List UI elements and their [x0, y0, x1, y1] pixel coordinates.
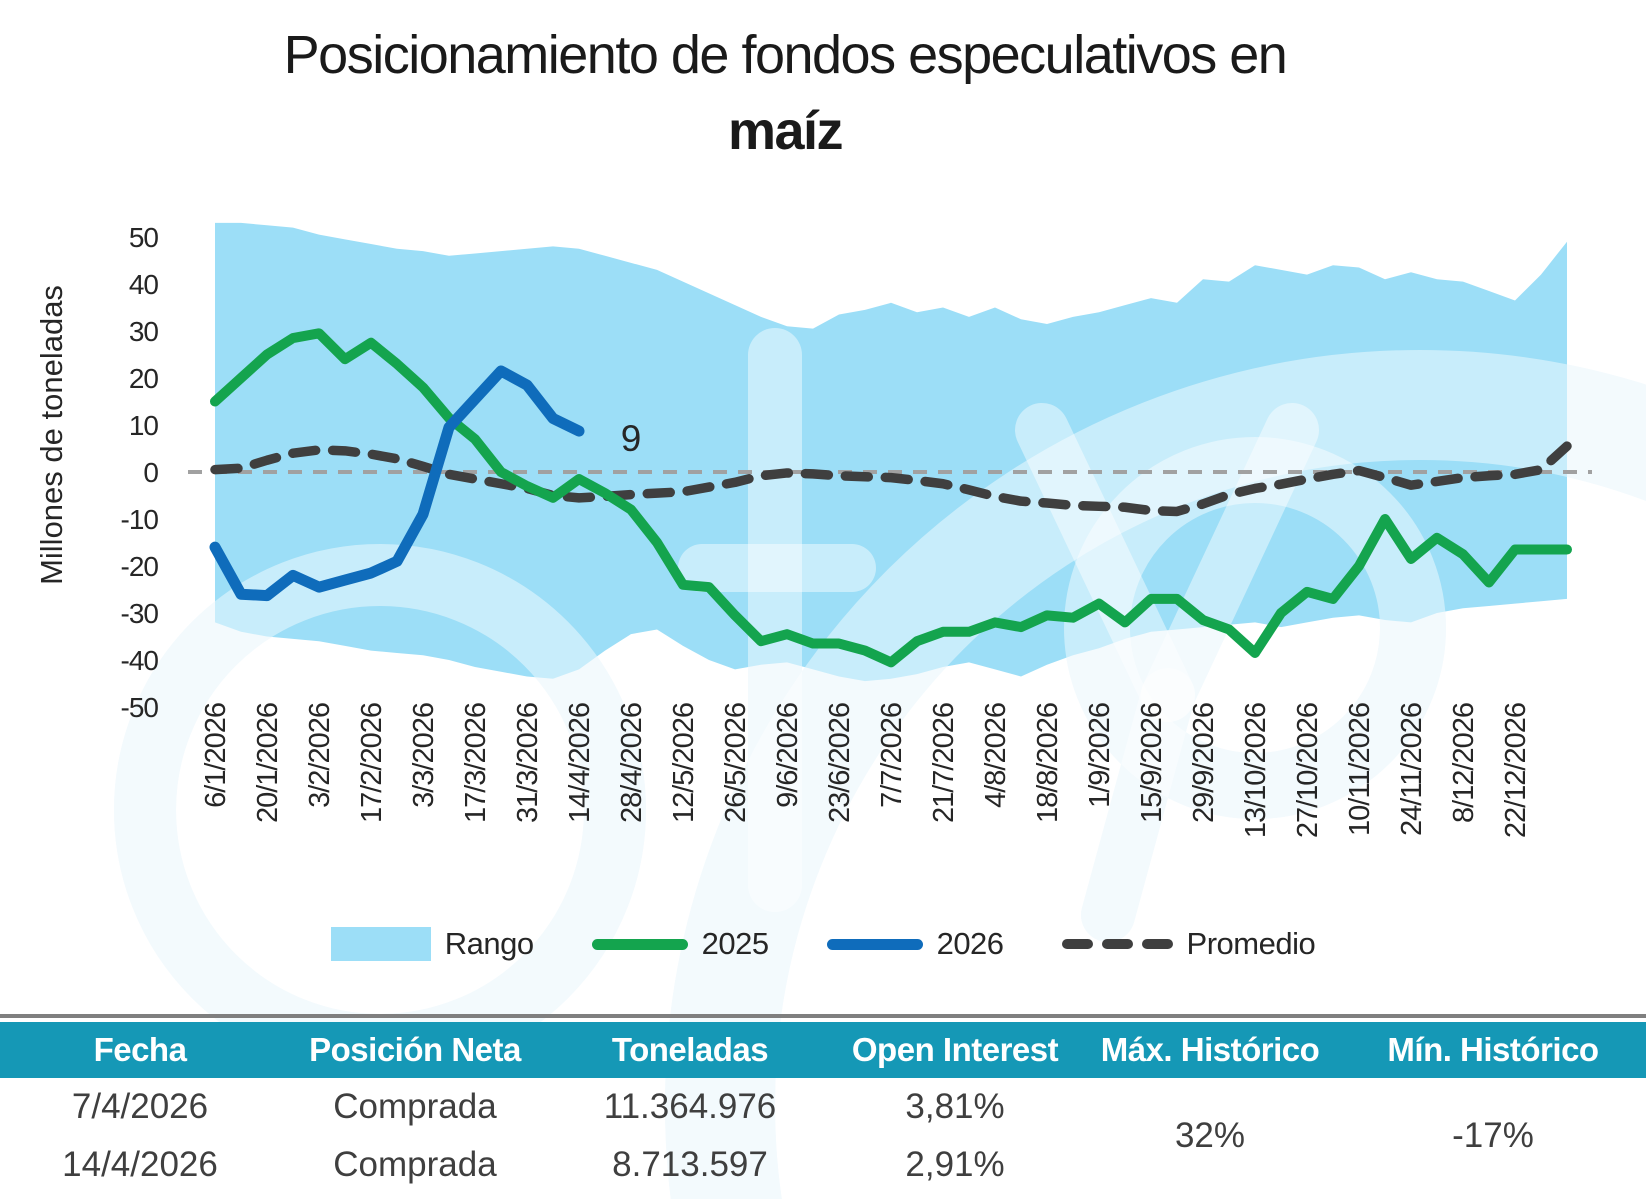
last-value-annotation: 9: [621, 418, 642, 459]
line-2026-swatch: [826, 938, 923, 950]
x-tick-label: 6/1/2026: [200, 703, 232, 808]
x-tick-label: 8/12/2026: [1448, 703, 1480, 823]
y-tick-label: -30: [121, 598, 159, 629]
y-tick-label: -50: [121, 692, 159, 723]
y-tick-label: 40: [129, 269, 159, 300]
table-cell-r1c1: 7/4/2026: [71, 1087, 209, 1126]
x-tick-label: 29/9/2026: [1188, 703, 1220, 823]
x-tick-label: 28/4/2026: [616, 703, 648, 823]
legend-label-2025: 2025: [701, 926, 769, 961]
y-tick-label: 20: [129, 363, 159, 394]
y-tick-label: -40: [121, 645, 159, 676]
x-tick-label: 20/1/2026: [252, 703, 284, 823]
chart-legend: Rango 2025 2026 Promedio: [0, 916, 1646, 972]
x-tick-label: 17/3/2026: [460, 703, 492, 823]
y-tick-label: 0: [143, 457, 158, 488]
table-cell-r1c3: 11.364.976: [603, 1087, 777, 1126]
legend-label-promedio: Promedio: [1186, 926, 1316, 961]
series-lines-layer: 9: [188, 328, 1592, 668]
line-2025-swatch: [591, 938, 688, 950]
series-2026-line: [209, 365, 585, 602]
chart-title-line1: Posicionamiento de fondos especulativos …: [283, 25, 1288, 85]
column-header-6: Mín. Histórico: [1387, 1031, 1599, 1068]
x-tick-label: 14/4/2026: [564, 703, 596, 823]
promedio-dashes-swatch: [1061, 939, 1173, 949]
x-tick-label: 21/7/2026: [928, 703, 960, 823]
legend-label-2026: 2026: [936, 926, 1004, 961]
column-header-1: Fecha: [93, 1031, 187, 1068]
axis-labels-layer: 50 40 30 20 10 0 -10 -20 -30 -40 -50 6/1/2026 20/1/2…: [34, 222, 1532, 838]
y-tick-label: -10: [121, 504, 159, 535]
y-tick-label: 50: [129, 222, 159, 253]
table-body: 7/4/2026 Comprada 11.364.976 3,81% 14/4/2026…: [0, 1078, 1646, 1194]
x-tick-label: 18/8/2026: [1032, 703, 1064, 823]
table-cell-r2c4: 2,91%: [905, 1145, 1005, 1184]
y-tick-label: -20: [121, 551, 159, 582]
x-tick-label: 1/9/2026: [1084, 703, 1116, 808]
column-header-5: Máx. Histórico: [1100, 1031, 1320, 1068]
max-historico-value: 32%: [1174, 1116, 1246, 1155]
table-cell-r2c1: 14/4/2026: [62, 1145, 218, 1184]
legend-item-promedio: Promedio: [1061, 926, 1316, 962]
x-tick-label: 17/2/2026: [356, 703, 388, 823]
rango-swatch: [330, 927, 431, 961]
column-header-3: Toneladas: [611, 1031, 769, 1068]
x-tick-label: 23/6/2026: [824, 703, 856, 823]
x-tick-label: 7/7/2026: [876, 703, 908, 808]
table-header-row: Fecha Posición Neta Toneladas Open Interest…: [0, 1022, 1646, 1078]
min-historico-value: -17%: [1452, 1116, 1534, 1155]
table-cell-r2c2: Comprada: [333, 1145, 497, 1184]
legend-item-2025: 2025: [591, 926, 769, 962]
y-tick-label: 10: [129, 410, 159, 441]
x-tick-label: 15/9/2026: [1136, 703, 1168, 823]
y-axis-title: Millones de toneladas: [34, 285, 69, 585]
x-tick-label: 26/5/2026: [720, 703, 752, 823]
positions-table: Fecha Posición Neta Toneladas Open Interest…: [0, 1014, 1646, 1194]
x-tick-label: 12/5/2026: [668, 703, 700, 823]
chart-title-line2: maíz: [727, 101, 844, 161]
x-tick-label: 3/3/2026: [408, 703, 440, 808]
column-header-2: Posición Neta: [309, 1031, 521, 1068]
x-tick-label: 24/11/2026: [1396, 703, 1428, 836]
table-cell-r1c4: 3,81%: [905, 1087, 1005, 1126]
x-tick-label: 27/10/2026: [1292, 703, 1324, 838]
legend-label-rango: Rango: [444, 926, 534, 961]
table-top-rule: [0, 1014, 1646, 1018]
x-tick-label: 10/11/2026: [1344, 703, 1376, 836]
x-tick-label: 13/10/2026: [1240, 703, 1272, 838]
table-cell-r2c3: 8.713.597: [612, 1145, 768, 1184]
promedio-line: [210, 441, 1572, 517]
x-tick-label: 3/2/2026: [304, 703, 336, 808]
x-tick-label: 9/6/2026: [772, 703, 804, 808]
table-cell-r1c2: Comprada: [333, 1087, 497, 1126]
legend-item-rango: Rango: [330, 926, 534, 962]
x-tick-label: 22/12/2026: [1500, 703, 1532, 838]
legend-item-2026: 2026: [826, 926, 1004, 962]
x-tick-label: 4/8/2026: [980, 703, 1012, 808]
series-2025-line: [210, 328, 1572, 668]
column-header-4: Open Interest: [851, 1031, 1059, 1068]
y-tick-label: 30: [129, 316, 159, 347]
x-tick-label: 31/3/2026: [512, 703, 544, 823]
